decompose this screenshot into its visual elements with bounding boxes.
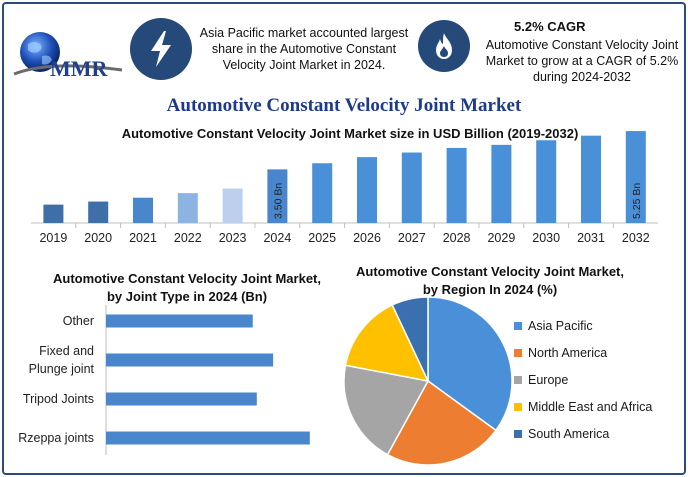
bar-2024 [267, 169, 288, 223]
x-tick-label: 2025 [308, 231, 336, 245]
hbar-2 [106, 392, 257, 406]
pie-slice-2 [343, 364, 430, 456]
legend-swatch [514, 348, 522, 357]
pie-slice-0 [427, 296, 513, 432]
x-tick-label: 2030 [532, 231, 560, 245]
category-label: Other [63, 314, 94, 328]
category-label: Fixed and [39, 344, 94, 358]
x-tick-label: 2027 [398, 231, 426, 245]
region-legend: Asia Pacific North America Europe Middle Ea… [514, 312, 679, 447]
x-tick-label: 2020 [84, 231, 112, 245]
main-title: Automotive Constant Velocity Joint Marke… [166, 95, 522, 116]
legend-swatch [514, 321, 522, 330]
legend-item: Europe [514, 366, 679, 393]
lightning-icon [151, 31, 171, 67]
legend-swatch [514, 375, 522, 384]
cagr-title: 5.2% CAGR [514, 19, 586, 34]
bar-2025 [312, 163, 333, 223]
x-tick-label: 2031 [577, 231, 605, 245]
category-label: Rzeppa joints [18, 431, 94, 445]
legend-label: Middle East and Africa [528, 399, 653, 414]
logo-text: MMR [50, 56, 108, 81]
bar-2026 [357, 157, 377, 223]
bar-2021 [133, 197, 153, 223]
bar-2022 [177, 193, 198, 223]
legend-swatch [514, 429, 522, 438]
pie-slice-4 [391, 296, 429, 382]
joint-type-bar-chart: Other Fixed and Plunge joint Tripod Joints R… [18, 305, 310, 455]
mmr-logo: MMR [10, 30, 125, 82]
hbar-1 [106, 353, 274, 367]
x-tick-label: 2022 [174, 231, 202, 245]
region-chart-title: Automotive Constant Velocity Joint Marke… [356, 264, 624, 297]
bar-2030 [536, 140, 557, 223]
flame-circle [418, 20, 470, 72]
legend-item: Middle East and Africa [514, 393, 679, 420]
flame-icon [436, 33, 452, 59]
region-pie-chart [343, 296, 513, 466]
bar-2023 [222, 188, 243, 223]
legend-label: North America [528, 345, 608, 360]
pie-slice-1 [386, 379, 498, 466]
bar-chart-title: Automotive Constant Velocity Joint Marke… [121, 126, 579, 141]
x-tick-label: 2029 [487, 231, 515, 245]
hbar-0 [106, 314, 253, 328]
info-left-text: Asia Pacific market accounted largest sh… [199, 26, 409, 72]
bar-2031 [581, 135, 601, 223]
bar-2029 [491, 144, 512, 223]
lightning-circle [130, 18, 192, 80]
info-right-text: Automotive Constant Velocity Joint Marke… [485, 38, 679, 84]
data-label-2032: 5.25 Bn [631, 183, 643, 219]
x-tick-label: 2019 [39, 231, 67, 245]
x-tick-label: 2021 [129, 231, 157, 245]
x-tick-label: 2023 [219, 231, 247, 245]
legend-label: Europe [528, 372, 569, 387]
legend-item: North America [514, 339, 679, 366]
legend-label: Asia Pacific [528, 318, 593, 333]
bar-2019 [43, 204, 64, 223]
x-tick-label: 2024 [263, 231, 291, 245]
category-label: Plunge joint [29, 362, 95, 376]
data-label-2024: 3.50 Bn [272, 183, 284, 219]
globe-icon [13, 32, 123, 76]
x-tick-label: 2032 [622, 231, 650, 245]
x-tick-label: 2028 [443, 231, 471, 245]
joint-type-chart-title: Automotive Constant Velocity Joint Marke… [53, 271, 321, 304]
legend-swatch [514, 402, 522, 411]
bar-2020 [88, 201, 109, 223]
legend-label: South America [528, 426, 610, 441]
legend-item: Asia Pacific [514, 312, 679, 339]
pie-slice-3 [344, 303, 430, 383]
bar-2032 [625, 131, 646, 223]
x-tick-label: 2026 [353, 231, 381, 245]
category-label: Tripod Joints [23, 392, 94, 406]
bar-2027 [401, 152, 422, 223]
bar-2028 [446, 147, 467, 223]
market-size-bar-chart: 2019 2020 2021 2022 2023 2024 3.50 Bn 2025 2026 2… [31, 131, 658, 245]
hbar-3 [106, 431, 310, 445]
legend-item: South America [514, 420, 679, 447]
